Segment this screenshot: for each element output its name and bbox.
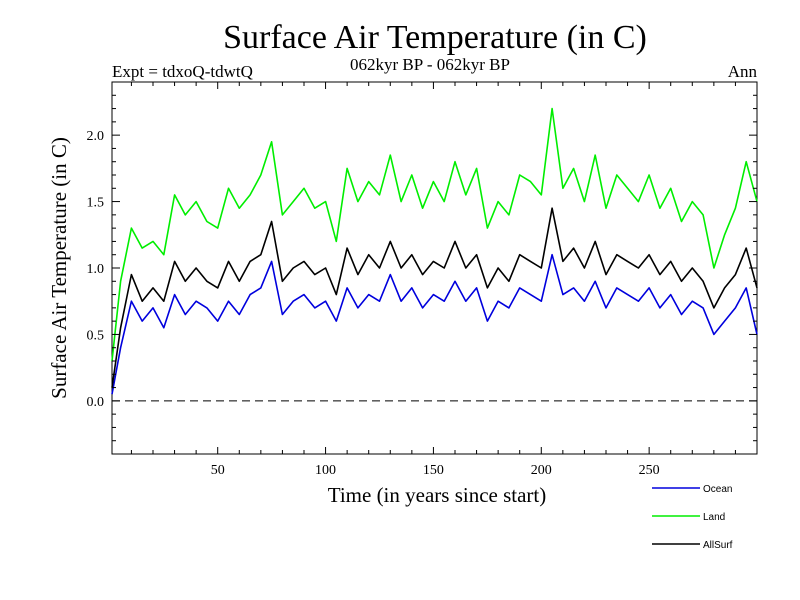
x-tick-label: 250 [639, 463, 660, 478]
series-line-ocean [111, 253, 758, 395]
legend: Ocean Land AllSurf [652, 484, 733, 551]
plot-frame [111, 81, 758, 455]
y-tick-label: 1.0 [87, 262, 105, 277]
legend-label-ocean: Ocean [703, 484, 732, 495]
x-tick-label: 150 [423, 463, 444, 478]
x-tick-label: 100 [315, 463, 336, 478]
x-tick-label: 50 [211, 463, 225, 478]
y-tick-label: 2.0 [87, 129, 105, 144]
legend-label-land: Land [703, 512, 725, 523]
series-line-allsurf [111, 207, 758, 388]
series-line-land [111, 107, 758, 362]
chart-title: Surface Air Temperature (in C) [223, 19, 647, 56]
chart-subtitle-left: Expt = tdxoQ-tdwtQ [112, 62, 253, 81]
y-tick-label: 0.0 [87, 395, 105, 410]
x-axis-title: Time (in years since start) [328, 483, 547, 507]
y-tick-label: 1.5 [87, 196, 105, 211]
y-tick-label: 0.5 [87, 328, 105, 343]
chart-subtitle-center: 062kyr BP - 062kyr BP [350, 55, 510, 74]
x-axis: 50 100 150 200 250 [130, 82, 736, 478]
x-tick-label: 200 [531, 463, 552, 478]
series-group [111, 107, 758, 395]
chart-subtitle-right: Ann [728, 62, 758, 81]
y-axis: 0.0 0.5 1.0 1.5 2.0 [87, 94, 757, 442]
y-axis-title: Surface Air Temperature (in C) [47, 137, 71, 399]
legend-label-allsurf: AllSurf [703, 540, 733, 551]
